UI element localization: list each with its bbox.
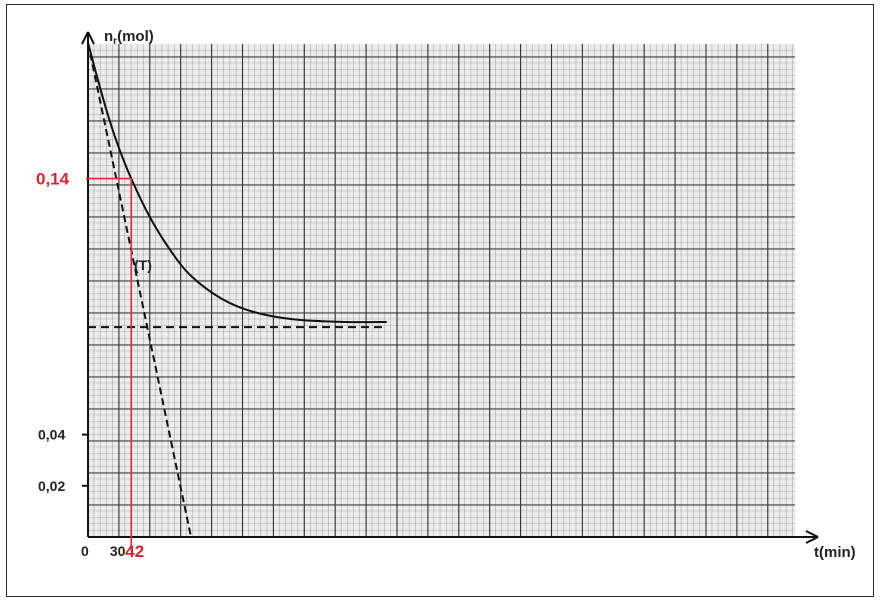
marker-lines xyxy=(86,177,133,551)
y-axis-label: nr(mol) xyxy=(104,28,154,47)
y-tick-label: 0,04 xyxy=(38,427,65,443)
axes xyxy=(81,31,819,544)
marked-y-label: 0,14 xyxy=(36,170,70,189)
y-tick-label: 0,02 xyxy=(38,478,65,494)
y-axis-symbol: n xyxy=(104,28,113,45)
y-axis-subscript: r xyxy=(113,36,117,47)
x-axis-label: t(min) xyxy=(814,544,856,561)
curve-series xyxy=(87,42,387,324)
tangent-line xyxy=(87,42,192,538)
grid-minor xyxy=(88,44,795,537)
tangent-label: (T) xyxy=(134,257,152,273)
x-axis-arrow xyxy=(805,530,819,544)
y-axis-arrow xyxy=(81,31,95,45)
y-axis-unit: (mol) xyxy=(117,28,154,45)
origin-label: 0 xyxy=(81,543,89,559)
marked-x-label: 42 xyxy=(125,542,144,561)
labels: 0,04 0,02 30 0,14 42 xyxy=(36,170,144,561)
x-tick-label: 30 xyxy=(110,543,126,559)
grid xyxy=(87,44,795,538)
series xyxy=(87,42,387,538)
